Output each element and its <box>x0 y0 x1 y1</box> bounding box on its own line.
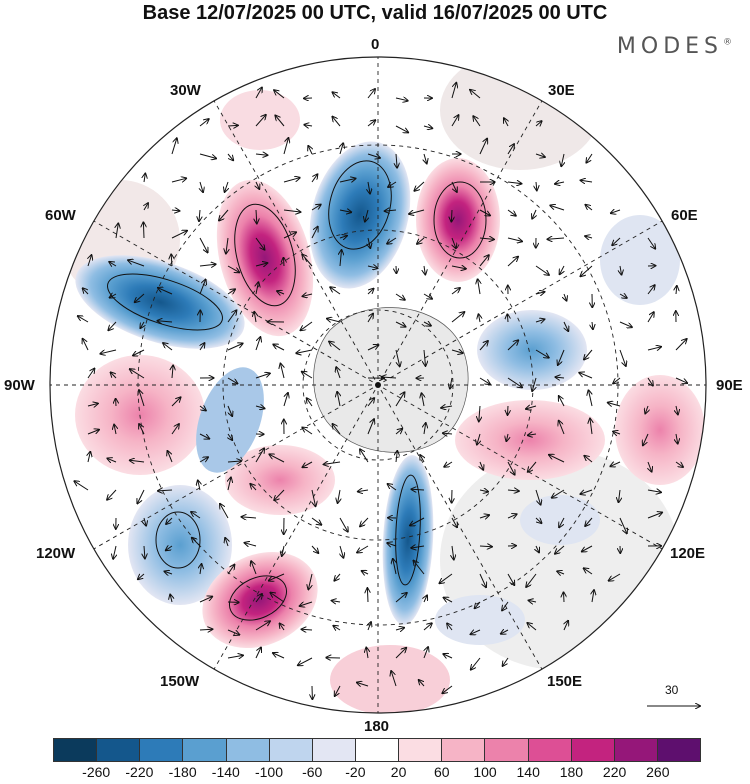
anomaly-negative-60e <box>600 215 680 305</box>
lon-label-30e: 30E <box>548 82 575 99</box>
colorbar-tick-label: 60 <box>434 764 450 780</box>
colorbar-segment <box>139 739 182 761</box>
colorbar-segment <box>54 739 96 761</box>
anomaly-positive-100e <box>455 400 605 480</box>
landmass-antarctica <box>314 308 469 453</box>
lon-label-0: 0 <box>371 36 379 53</box>
lon-label-150w: 150W <box>160 673 199 690</box>
wind-vector <box>143 222 144 238</box>
colorbar-segment <box>528 739 571 761</box>
colorbar-tick-label: 220 <box>603 764 626 780</box>
lon-label-90w: 90W <box>4 377 35 394</box>
anomaly-negative-125e <box>520 495 600 545</box>
colorbar-segment <box>226 739 269 761</box>
wind-vector <box>228 125 238 126</box>
colorbar-ticks: -260 -220 -180 -140 -100 -60 -20 20 60 100 140 180 2… <box>0 764 750 784</box>
colorbar <box>53 738 701 762</box>
anomaly-positive-180-outer <box>330 645 450 715</box>
map-disk <box>40 50 720 730</box>
wind-vector <box>508 406 509 415</box>
anomaly-negative-75e <box>477 310 587 390</box>
wind-vector <box>302 629 313 630</box>
colorbar-segment <box>312 739 355 761</box>
lon-label-60e: 60E <box>671 207 698 224</box>
wind-vector <box>451 210 452 222</box>
colorbar-tick-label: -260 <box>82 764 110 780</box>
colorbar-segment <box>441 739 484 761</box>
colorbar-segment <box>182 739 225 761</box>
wind-vector <box>507 314 508 322</box>
colorbar-segment <box>355 739 398 761</box>
wind-vector <box>367 588 368 602</box>
anomaly-positive-90e-outer <box>615 375 705 485</box>
colorbar-segment <box>571 739 614 761</box>
south-pole-marker <box>375 382 381 388</box>
colorbar-segment <box>657 739 700 761</box>
reference-vector-label: 30 <box>665 683 678 697</box>
anomaly-positive-30e <box>416 158 500 282</box>
colorbar-tick-label: 140 <box>517 764 540 780</box>
colorbar-tick-label: -180 <box>169 764 197 780</box>
wind-vector <box>480 546 492 547</box>
colorbar-tick-label: -100 <box>255 764 283 780</box>
colorbar-segment <box>484 739 527 761</box>
lon-label-120e: 120E <box>670 545 705 562</box>
colorbar-tick-label: 20 <box>391 764 407 780</box>
lon-label-30w: 30W <box>170 82 201 99</box>
colorbar-tick-label: -20 <box>345 764 365 780</box>
colorbar-tick-label: 100 <box>473 764 496 780</box>
colorbar-tick-label: 180 <box>560 764 583 780</box>
colorbar-segment <box>398 739 441 761</box>
lon-label-180: 180 <box>364 718 389 735</box>
colorbar-tick-label: -60 <box>302 764 322 780</box>
colorbar-tick-label: 260 <box>646 764 669 780</box>
lon-label-150e: 150E <box>547 673 582 690</box>
lon-label-60w: 60W <box>45 207 76 224</box>
colorbar-segment <box>96 739 139 761</box>
wind-vector <box>564 592 565 602</box>
lon-label-90e: 90E <box>716 377 743 394</box>
lon-label-120w: 120W <box>36 545 75 562</box>
colorbar-tick-label: -140 <box>212 764 240 780</box>
colorbar-segment <box>269 739 312 761</box>
wind-vector <box>284 258 285 266</box>
colorbar-segment <box>614 739 657 761</box>
colorbar-tick-label: -220 <box>125 764 153 780</box>
